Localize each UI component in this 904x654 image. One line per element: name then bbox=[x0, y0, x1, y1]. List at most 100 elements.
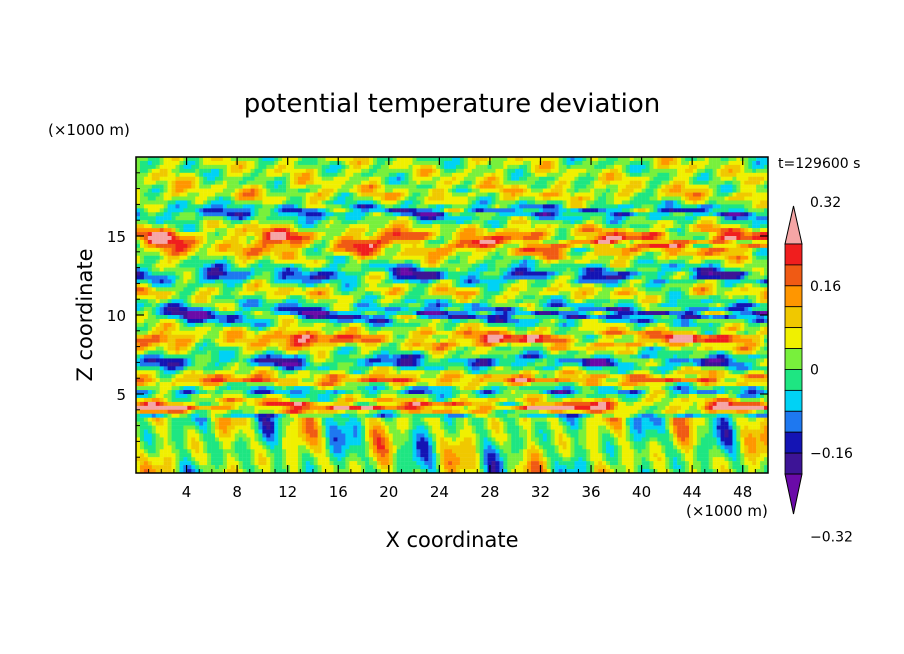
field-cell bbox=[183, 247, 188, 252]
field-cell bbox=[357, 184, 362, 189]
field-cell bbox=[471, 247, 476, 252]
field-cell bbox=[420, 224, 425, 229]
field-cell bbox=[696, 212, 702, 217]
field-cell bbox=[246, 196, 251, 201]
field-cell bbox=[673, 220, 678, 225]
field-cell bbox=[645, 247, 650, 252]
field-cell bbox=[301, 275, 307, 280]
field-cell bbox=[459, 200, 465, 205]
field-cell bbox=[448, 200, 453, 205]
field-cell bbox=[487, 259, 492, 264]
field-cell bbox=[369, 220, 374, 225]
field-cell bbox=[760, 251, 765, 256]
field-cell bbox=[538, 204, 544, 209]
field-cell bbox=[467, 271, 472, 276]
field-cell bbox=[282, 251, 287, 256]
field-cell bbox=[250, 188, 255, 193]
field-cell bbox=[234, 243, 239, 249]
field-cell bbox=[222, 255, 228, 260]
field-cell bbox=[475, 200, 480, 205]
field-cell bbox=[637, 243, 642, 249]
field-cell bbox=[558, 239, 563, 245]
field-cell bbox=[728, 196, 733, 201]
field-cell bbox=[586, 251, 591, 256]
field-cell bbox=[491, 228, 496, 233]
field-cell bbox=[305, 160, 310, 166]
field-cell bbox=[471, 196, 476, 201]
field-cell bbox=[455, 232, 461, 237]
field-cell bbox=[250, 208, 255, 213]
field-cell bbox=[187, 176, 192, 181]
field-cell bbox=[692, 267, 698, 272]
field-cell bbox=[633, 228, 638, 233]
field-cell bbox=[428, 164, 433, 170]
field-cell bbox=[507, 239, 512, 245]
field-cell bbox=[376, 271, 382, 276]
field-cell bbox=[262, 164, 267, 170]
field-cell bbox=[424, 251, 429, 256]
field-cell bbox=[373, 184, 378, 189]
field-cell bbox=[617, 239, 623, 245]
field-cell bbox=[376, 176, 382, 181]
field-cell bbox=[531, 251, 536, 256]
field-cell bbox=[503, 168, 508, 173]
field-cell bbox=[234, 196, 239, 201]
field-cell bbox=[203, 192, 208, 197]
field-cell bbox=[270, 208, 275, 213]
field-cell bbox=[203, 259, 208, 264]
field-cell bbox=[432, 168, 437, 173]
field-cell bbox=[143, 263, 149, 268]
field-cell bbox=[606, 247, 611, 252]
field-cell bbox=[483, 263, 488, 268]
field-cell bbox=[507, 232, 512, 237]
field-cell bbox=[203, 184, 208, 189]
field-cell bbox=[179, 236, 184, 241]
field-cell bbox=[175, 232, 180, 237]
field-cell bbox=[523, 200, 528, 205]
field-cell bbox=[621, 251, 626, 256]
field-cell bbox=[448, 251, 453, 256]
field-cell bbox=[230, 275, 235, 280]
field-cell bbox=[448, 243, 453, 249]
field-cell bbox=[139, 263, 145, 268]
field-cell bbox=[610, 200, 615, 205]
field-cell bbox=[218, 216, 224, 221]
field-cell bbox=[602, 192, 607, 197]
field-cell bbox=[519, 168, 524, 173]
field-cell bbox=[151, 279, 156, 284]
field-cell bbox=[294, 180, 299, 185]
field-cell bbox=[689, 160, 694, 166]
field-cell bbox=[444, 176, 449, 181]
field-cell bbox=[645, 275, 650, 280]
field-cell bbox=[629, 228, 634, 233]
field-cell bbox=[436, 255, 441, 260]
field-cell bbox=[495, 208, 500, 213]
field-cell bbox=[558, 259, 563, 264]
field-cell bbox=[570, 243, 575, 249]
field-cell bbox=[404, 216, 409, 221]
field-cell bbox=[566, 160, 571, 166]
field-cell bbox=[171, 160, 176, 166]
field-cell bbox=[218, 255, 224, 260]
field-cell bbox=[191, 157, 196, 162]
field-cell bbox=[191, 208, 196, 213]
field-cell bbox=[724, 157, 729, 162]
field-cell bbox=[432, 180, 437, 185]
field-cell bbox=[440, 192, 445, 197]
field-cell bbox=[621, 192, 626, 197]
field-cell bbox=[471, 208, 476, 213]
field-cell bbox=[483, 239, 488, 245]
field-cell bbox=[155, 200, 160, 205]
field-cell bbox=[538, 192, 544, 197]
field-cell bbox=[274, 188, 279, 193]
field-cell bbox=[143, 157, 149, 162]
field-cell bbox=[246, 200, 251, 205]
field-cell bbox=[380, 267, 386, 272]
field-cell bbox=[222, 208, 228, 213]
field-cell bbox=[566, 247, 571, 252]
field-cell bbox=[665, 224, 670, 229]
field-cell bbox=[329, 263, 334, 268]
field-cell bbox=[412, 275, 417, 280]
field-cell bbox=[511, 267, 516, 272]
field-cell bbox=[428, 188, 433, 193]
